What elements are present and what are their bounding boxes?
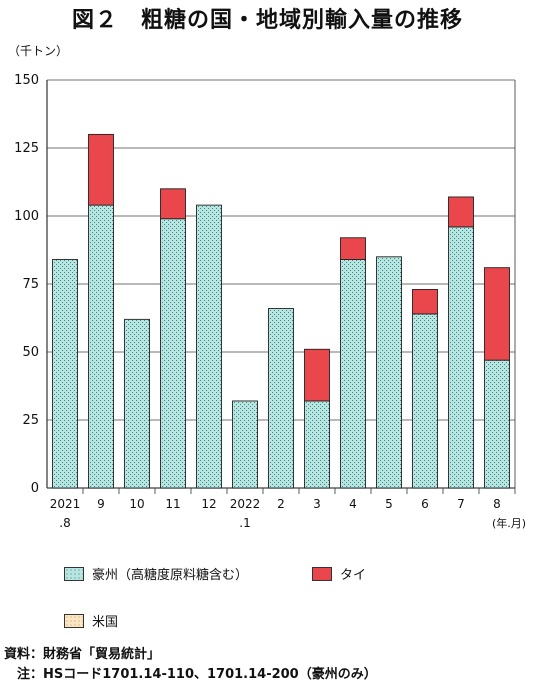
bar-australia-10 xyxy=(412,313,438,489)
legend-swatch-thailand xyxy=(312,566,332,581)
bar-australia-3 xyxy=(160,218,186,489)
axes-group xyxy=(46,80,516,494)
x-tick-sublabel-5: .1 xyxy=(239,516,250,530)
bars-group xyxy=(52,133,510,489)
x-tick-label-0: 2021 xyxy=(50,497,81,511)
y-tick-label-0: 0 xyxy=(31,481,39,496)
chart-title: 図２ 粗糖の国・地域別輸入量の推移 xyxy=(71,8,463,33)
x-tick-label-2: 10 xyxy=(129,497,144,511)
bar-chart: 0 25 50 75 100 125 150 2021 .8 9 10 11 12 2022 .1 2 3 4 5 6… xyxy=(14,73,526,530)
tick-labels-group: 0 25 50 75 100 125 150 2021 .8 9 10 11 12 2022 .1 2 3 4 5 6… xyxy=(14,73,526,530)
legend-label-thailand: タイ xyxy=(340,568,367,583)
legend-usa: 米国 xyxy=(64,611,118,630)
x-axis-unit: (年.月) xyxy=(492,516,526,530)
legend-label-australia: 豪州（高糖度原料糖含む） xyxy=(92,568,249,583)
footnote: 注：HSコード1701.14-110、1701.14-200（豪州のみ） xyxy=(4,667,377,682)
bar-thailand-8 xyxy=(340,237,366,260)
y-tick-label-75: 75 xyxy=(22,277,39,292)
legend-thailand: タイ xyxy=(312,564,366,583)
x-tick-label-5: 2022 xyxy=(230,497,261,511)
y-tick-label-150: 150 xyxy=(14,73,39,88)
y-tick-label-25: 25 xyxy=(22,413,39,428)
x-tick-label-1: 9 xyxy=(97,497,105,511)
bar-australia-8 xyxy=(340,259,366,489)
x-tick-label-9: 5 xyxy=(385,497,393,511)
bar-australia-4 xyxy=(196,204,222,489)
x-tick-label-12: 8 xyxy=(493,497,501,511)
legend-swatch-australia xyxy=(64,566,84,581)
bar-thailand-3 xyxy=(160,188,186,220)
x-tick-label-7: 3 xyxy=(313,497,321,511)
source-note: 資料：財務省「貿易統計」 xyxy=(4,647,161,662)
bar-australia-9 xyxy=(376,256,402,489)
x-tick-label-10: 6 xyxy=(421,497,429,511)
y-tick-label-125: 125 xyxy=(14,141,39,156)
x-tick-label-8: 4 xyxy=(349,497,357,511)
bar-thailand-10 xyxy=(412,288,438,315)
bar-thailand-7 xyxy=(304,348,330,402)
y-axis-unit: （千トン） xyxy=(8,44,69,58)
x-tick-label-3: 11 xyxy=(165,497,180,511)
x-tick-label-11: 7 xyxy=(457,497,465,511)
bar-australia-6 xyxy=(268,308,294,489)
bar-thailand-1 xyxy=(88,133,114,206)
x-tick-label-4: 12 xyxy=(201,497,216,511)
bar-australia-7 xyxy=(304,400,330,489)
bar-australia-12 xyxy=(484,359,510,489)
legend-label-usa: 米国 xyxy=(92,615,119,630)
x-tick-label-6: 2 xyxy=(277,497,285,511)
bar-thailand-12 xyxy=(484,267,510,361)
x-tick-sublabel-0: .8 xyxy=(59,516,70,530)
legend-swatch-usa xyxy=(64,613,84,628)
bar-australia-2 xyxy=(124,318,150,489)
legend-australia: 豪州（高糖度原料糖含む） xyxy=(64,564,248,583)
bar-australia-0 xyxy=(52,259,78,489)
y-tick-label-100: 100 xyxy=(14,209,39,224)
y-tick-label-50: 50 xyxy=(22,345,39,360)
bar-thailand-11 xyxy=(448,196,474,228)
bar-australia-1 xyxy=(88,204,114,489)
bar-australia-5 xyxy=(232,400,258,489)
bar-australia-11 xyxy=(448,226,474,489)
